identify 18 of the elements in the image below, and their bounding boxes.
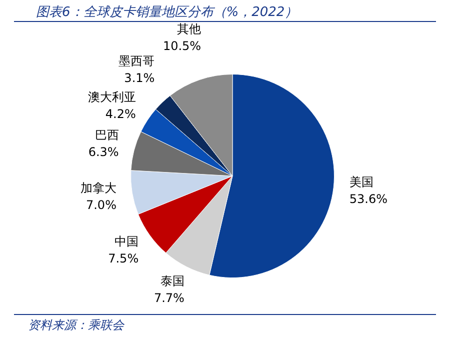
- data-label: 7.7%: [154, 290, 184, 305]
- slice-label: 中国: [114, 234, 139, 248]
- slice-label: 澳大利亚: [88, 90, 136, 104]
- data-label: 7.0%: [86, 198, 116, 212]
- data-label: 10.5%: [162, 39, 202, 54]
- data-label: 7.5%: [108, 251, 139, 266]
- chart-title: 图表6：全球皮卡销量地区分布（%，2022）: [14, 0, 436, 22]
- text: 资料来源：乘联会: [28, 317, 126, 334]
- slice-label: 其他: [177, 22, 202, 36]
- data-label: 4.2%: [105, 106, 136, 121]
- data-label: 53.6%: [349, 192, 388, 206]
- slice-label: 泰国: [160, 274, 184, 288]
- slice-label: 美国: [349, 174, 374, 189]
- data-label: 6.3%: [88, 145, 119, 160]
- slice-label: 巴西: [94, 128, 119, 142]
- slice-label: 墨西哥: [118, 54, 155, 68]
- data-label: 3.1%: [124, 70, 155, 85]
- slice-label: 加拿大: [80, 181, 116, 196]
